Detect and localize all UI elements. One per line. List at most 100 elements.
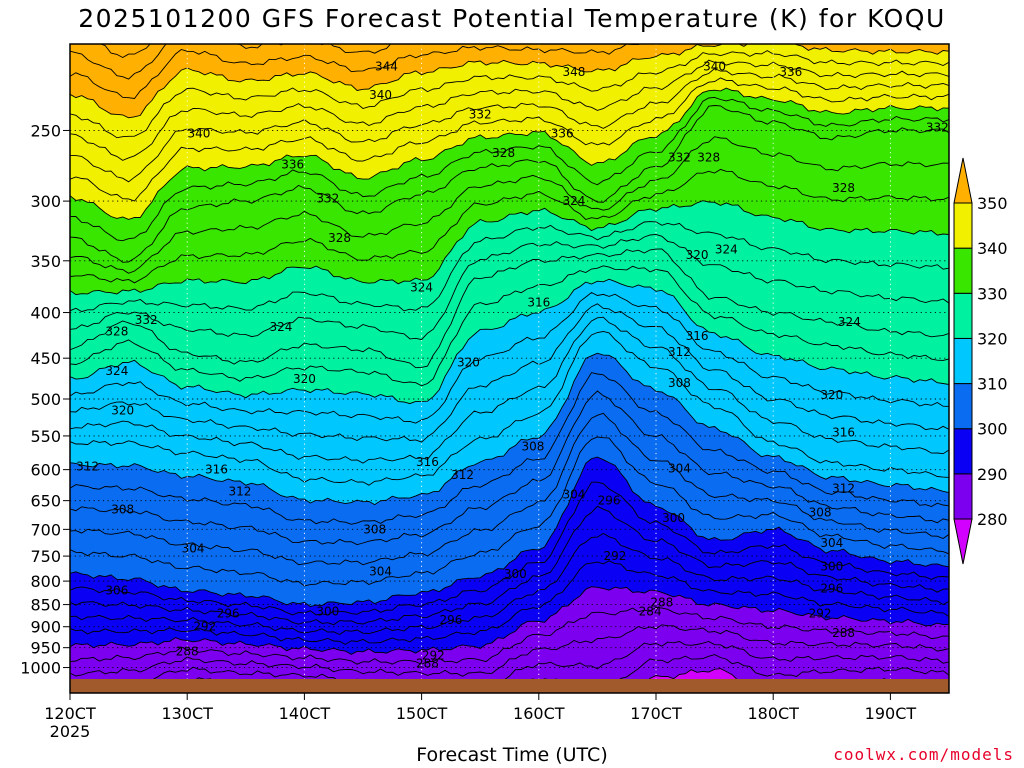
y-tick-label-600: 600 <box>30 461 61 480</box>
contour-label-348: 348 <box>563 65 586 79</box>
chart-title: 2025101200 GFS Forecast Potential Temper… <box>78 4 946 33</box>
contour-label-296: 296 <box>820 581 843 595</box>
colorbar-segment-320-330 <box>953 292 973 339</box>
y-tick-label-300: 300 <box>30 192 61 211</box>
contour-label-288: 288 <box>176 645 199 659</box>
contour-label-316: 316 <box>832 425 855 439</box>
isentrope-296 <box>70 505 949 626</box>
ground-strip <box>70 679 949 693</box>
colorbar-label-280: 280 <box>977 510 1008 529</box>
contour-label-328: 328 <box>697 150 720 164</box>
contour-label-304: 304 <box>820 536 843 550</box>
isentrope-286 <box>70 624 949 677</box>
isentrope-324 <box>70 248 949 369</box>
x-year-label: 2025 <box>50 722 91 741</box>
contour-label-300: 300 <box>316 604 339 618</box>
contour-label-332: 332 <box>469 108 492 122</box>
contour-label-336: 336 <box>551 127 574 141</box>
contour-label-344: 344 <box>375 60 398 74</box>
contour-label-312: 312 <box>228 485 251 499</box>
colorbar: 280 290 300 310 320 330 340 350 <box>953 157 1008 565</box>
colorbar-segment-340-350 <box>953 202 973 249</box>
contour-label-340: 340 <box>369 88 392 102</box>
isentrope-348 <box>70 50 949 139</box>
isentrope-340 <box>70 87 949 220</box>
y-tick-label-500: 500 <box>30 390 61 409</box>
contour-label-340: 340 <box>187 127 210 141</box>
contour-label-292: 292 <box>809 607 832 621</box>
isentrope-346 <box>70 59 949 161</box>
contour-label-332: 332 <box>316 191 339 205</box>
contour-labels: 344 340 348 340 336 340 336 332 328 332 328 336 324 3… <box>76 60 949 671</box>
isentrope-292 <box>70 560 949 645</box>
contour-label-284: 284 <box>639 604 662 618</box>
contour-label-324: 324 <box>410 281 433 295</box>
isentrope-316 <box>70 303 949 443</box>
isentrope-282 <box>196 654 949 679</box>
y-tick-label-850: 850 <box>30 596 61 615</box>
y-tick-label-450: 450 <box>30 349 61 368</box>
credit-text: coolwx.com/models <box>833 745 1014 764</box>
contour-label-312: 312 <box>451 468 474 482</box>
y-tick-label-700: 700 <box>30 520 61 539</box>
contour-label-308: 308 <box>363 522 386 536</box>
x-axis: 120CT 130CT 140CT 150CT 160CT 170CT 180CT 190CT… <box>44 693 916 741</box>
contour-label-320: 320 <box>457 355 480 369</box>
contour-label-296: 296 <box>439 613 462 627</box>
contour-label-336: 336 <box>779 65 802 79</box>
contour-label-316: 316 <box>416 455 439 469</box>
isentrope-310 <box>70 352 949 506</box>
x-tick-label-180CT: 180CT <box>747 704 799 723</box>
x-tick-label-120CT: 120CT <box>44 704 96 723</box>
y-tick-label-750: 750 <box>30 547 61 566</box>
isentrope-344 <box>70 67 949 183</box>
contour-label-304: 304 <box>668 461 691 475</box>
colorbar-label-290: 290 <box>977 465 1008 484</box>
x-tick-label-190CT: 190CT <box>865 704 917 723</box>
contour-label-304: 304 <box>369 564 392 578</box>
isentrope-300 <box>70 456 949 607</box>
band-260-280 <box>649 668 886 679</box>
colorbar-label-330: 330 <box>977 284 1008 303</box>
colorbar-label-340: 340 <box>977 239 1008 258</box>
x-tick-label-150CT: 150CT <box>396 704 448 723</box>
contour-label-292: 292 <box>604 549 627 563</box>
isentrope-304 <box>70 412 949 566</box>
contour-label-336: 336 <box>281 158 304 172</box>
isentrope-306 <box>70 390 949 546</box>
contour-label-308: 308 <box>111 502 134 516</box>
colorbar-high-arrow <box>953 157 973 204</box>
colorbar-label-310: 310 <box>977 375 1008 394</box>
contour-label-328: 328 <box>105 324 128 338</box>
contour-label-324: 324 <box>105 364 128 378</box>
isentrope-328 <box>70 221 949 313</box>
contour-label-312: 312 <box>76 459 99 473</box>
colorbar-segment-290-300 <box>953 428 973 475</box>
isentrope-342 <box>70 77 949 202</box>
contour-label-288: 288 <box>650 595 673 609</box>
colorbar-segment-310-320 <box>953 337 973 385</box>
contour-label-312: 312 <box>832 482 855 496</box>
y-tick-label-650: 650 <box>30 492 61 511</box>
isentrope-352 <box>70 44 642 99</box>
isentrope-350 <box>70 44 949 119</box>
x-tick-label-130CT: 130CT <box>161 704 213 723</box>
colorbar-segment-330-340 <box>953 247 973 294</box>
y-axis: 250 300 350 400 450 500 550 600 650 700 750 800 850 9… <box>20 121 70 678</box>
contour-label-292: 292 <box>422 649 445 663</box>
contour-label-300: 300 <box>820 559 843 573</box>
contour-label-300: 300 <box>662 511 685 525</box>
isentrope-lines <box>70 44 949 679</box>
x-tick-label-140CT: 140CT <box>279 704 331 723</box>
contour-label-300: 300 <box>504 567 527 581</box>
y-tick-label-900: 900 <box>30 618 61 637</box>
contour-label-320: 320 <box>820 388 843 402</box>
contour-label-308: 308 <box>809 505 832 519</box>
isentrope-334 <box>70 136 949 274</box>
grid-lines <box>69 44 949 679</box>
contour-label-332: 332 <box>926 120 949 134</box>
contour-label-316: 316 <box>686 329 709 343</box>
isentrope-332 <box>70 168 949 284</box>
colorbar-low-arrow <box>953 518 973 565</box>
